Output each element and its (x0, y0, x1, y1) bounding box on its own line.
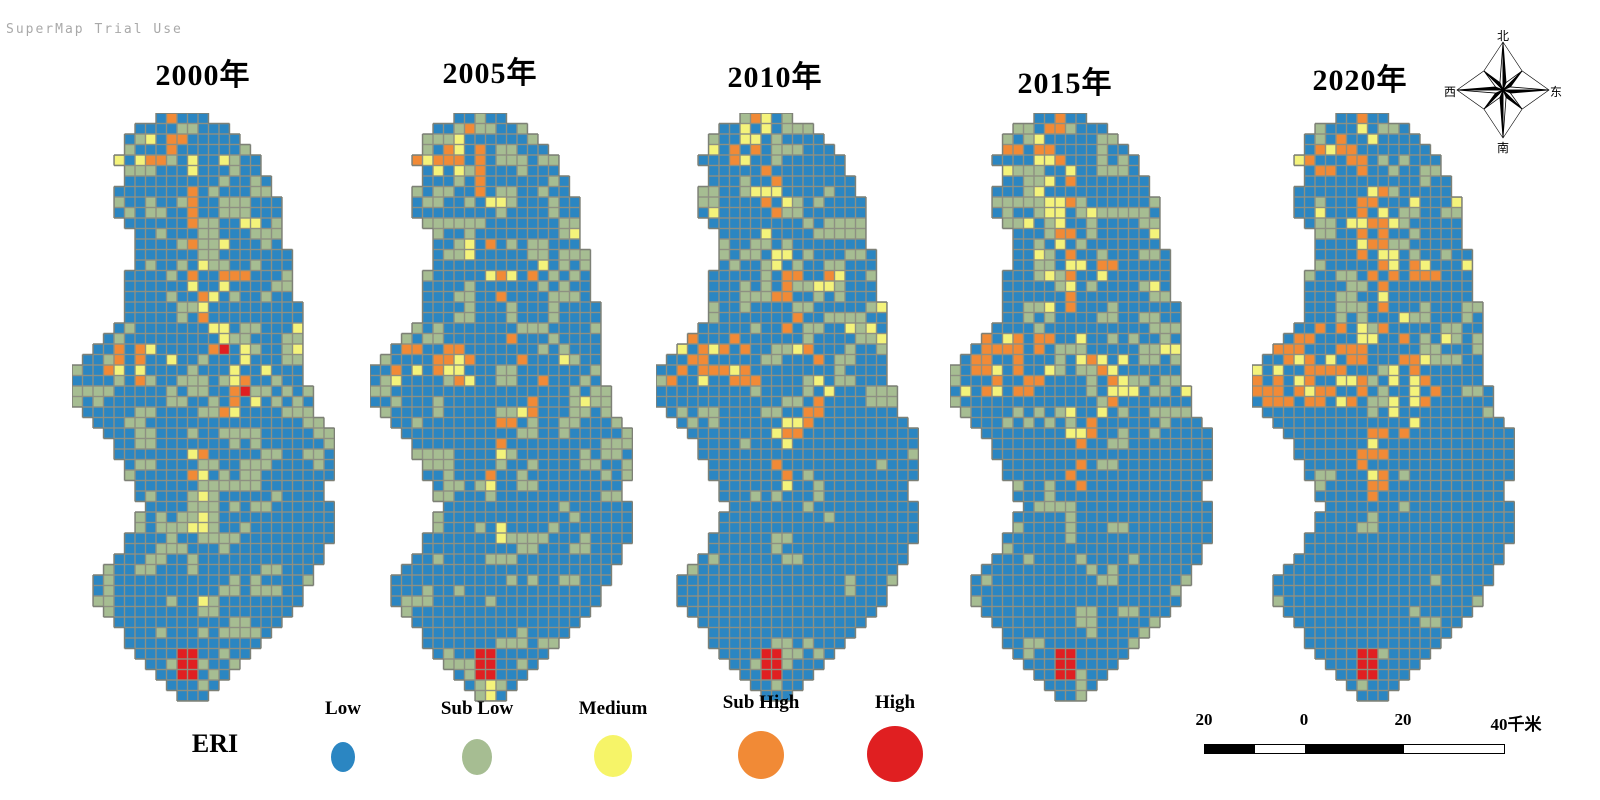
legend-label-sub-low: Sub Low (440, 698, 514, 719)
legend-label-high: High (874, 692, 916, 713)
legend-circle-medium (594, 735, 632, 777)
grid-map-2010 (656, 113, 919, 702)
scalebar-segment (1205, 745, 1255, 753)
compass-south-label: 南 (1497, 140, 1509, 155)
legend-label-sub-high: Sub High (722, 692, 800, 713)
grid-map-2000 (72, 113, 335, 702)
legend-circle-high (867, 726, 923, 782)
scalebar-label-20-right: 20 (1394, 710, 1412, 729)
legend-circle-sub-high (738, 731, 784, 779)
scalebar-label-20-left: 20 (1195, 710, 1213, 729)
legend-title-eri: ERI (191, 729, 239, 758)
grid-map-2005 (370, 113, 633, 702)
compass-rose: 北 南 西 东 (1444, 29, 1562, 155)
panel-title-2010: 2010年 (727, 61, 823, 94)
panel-title-2000: 2000年 (155, 59, 251, 92)
compass-east-label: 东 (1550, 85, 1562, 99)
compass-north-label: 北 (1497, 29, 1509, 43)
compass-west-label: 西 (1444, 85, 1456, 99)
scalebar-segment (1404, 745, 1504, 753)
grid-map-2020 (1252, 113, 1515, 702)
scalebar-label-40km: 40千米 (1490, 715, 1542, 734)
scalebar (1204, 744, 1505, 754)
panel-title-2005: 2005年 (442, 57, 538, 90)
panel-title-2015: 2015年 (1017, 67, 1113, 100)
supermap-trial-watermark: SuperMap Trial Use (6, 22, 183, 37)
scalebar-label-0: 0 (1299, 710, 1309, 729)
panel-title-2020: 2020年 (1312, 64, 1408, 97)
legend-circle-low (331, 742, 355, 772)
scalebar-segment (1255, 745, 1305, 753)
legend-circle-sub-low (462, 739, 492, 775)
grid-map-2015 (950, 113, 1213, 702)
legend-label-low: Low (325, 698, 361, 719)
legend-label-medium: Medium (578, 698, 648, 719)
scalebar-segment (1305, 745, 1404, 753)
